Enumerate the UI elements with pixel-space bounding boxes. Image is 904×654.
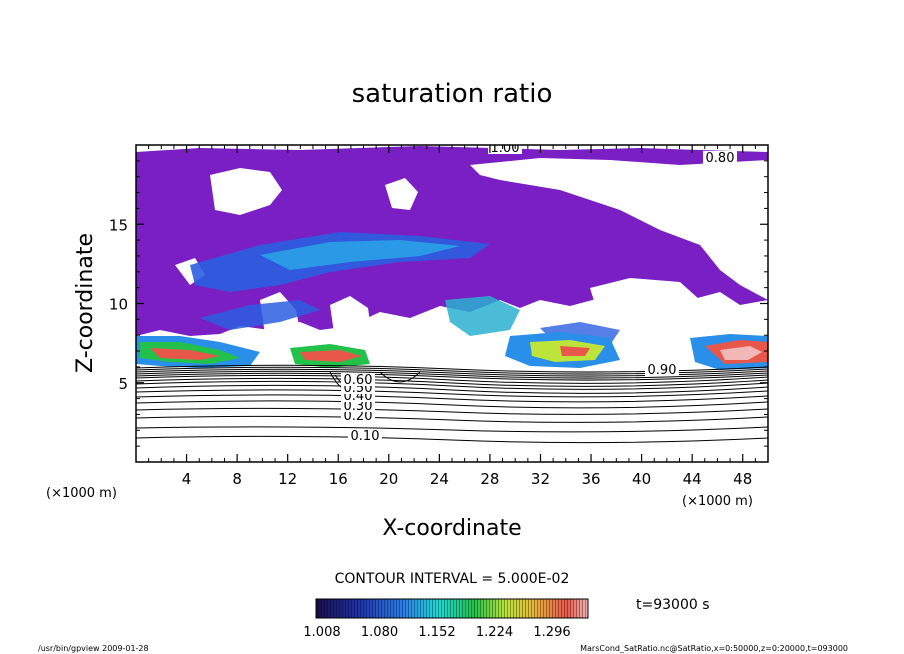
- contour-label-bg: [703, 151, 737, 164]
- x-tick-label: 48: [733, 470, 752, 488]
- colorbar-frame: [315, 598, 589, 619]
- band-right-mid-core: [560, 346, 590, 356]
- colorbar-stripes: [316, 599, 588, 618]
- contour-label-bg: [488, 145, 522, 154]
- x-tick-label: 32: [531, 470, 550, 488]
- x-tick-label: 28: [480, 470, 499, 488]
- x-tick-label: 4: [182, 470, 192, 488]
- contour-0.35: [136, 394, 768, 403]
- contour-label-bg: [341, 373, 375, 386]
- clear-region-7: [590, 278, 700, 340]
- y-tick-label: 15: [109, 216, 128, 234]
- high-sat-streak-4: [445, 296, 520, 336]
- colorbar-tick-label: 1.080: [361, 625, 398, 640]
- contour-0.10: [136, 435, 768, 444]
- colorbar-tick-label: 1.152: [418, 625, 455, 640]
- contour-label-bg: [348, 429, 382, 442]
- x-axis-label: X-coordinate: [382, 516, 521, 541]
- clear-region-1: [210, 168, 282, 215]
- colorbar-tick-label: 1.008: [303, 625, 340, 640]
- contour-0.25: [136, 407, 768, 415]
- band-mid-core: [300, 350, 362, 362]
- x-tick-label: 20: [379, 470, 398, 488]
- contour-label: 0.90: [648, 363, 677, 378]
- y-tick-label: 5: [118, 375, 128, 393]
- x-unit-right: (×1000 m): [682, 494, 753, 509]
- x-tick-label: 8: [232, 470, 242, 488]
- band-left-core: [150, 348, 220, 360]
- colorbar: 1.008 1.080 1.152 1.224 1.296: [303, 598, 589, 640]
- contour-0.15: [136, 426, 768, 433]
- x-tick-label: 44: [683, 470, 702, 488]
- time-label: t=93000 s: [636, 597, 710, 613]
- contour-label: 1.00: [491, 141, 520, 156]
- contour-dip-3: [379, 371, 421, 383]
- contour-lines: [136, 364, 768, 444]
- band-right-core: [720, 346, 762, 360]
- colorbar-tick-label: 1.296: [533, 625, 570, 640]
- x-tick-label: 12: [278, 470, 297, 488]
- colorbar-labels: 1.008 1.080 1.152 1.224 1.296: [303, 625, 570, 640]
- contour-0.70: [136, 370, 768, 379]
- contour-0.50: [136, 380, 768, 390]
- x-unit-left: (×1000 m): [46, 486, 117, 501]
- x-tick-label: 36: [581, 470, 600, 488]
- high-sat-streak-3: [200, 300, 320, 330]
- chart-title: saturation ratio: [352, 79, 553, 109]
- contour-label-bg: [341, 399, 375, 412]
- clear-region-6: [330, 296, 372, 350]
- high-sat-streak-2: [260, 240, 460, 270]
- contour-label: 0.60: [344, 373, 373, 388]
- clear-region-3: [470, 158, 768, 300]
- x-tick-label: 16: [329, 470, 348, 488]
- contour-0.55: [136, 377, 768, 387]
- contour-label: 0.30: [344, 399, 373, 414]
- contour-0.45: [136, 384, 768, 394]
- plot-area: 0.100.200.300.400.500.600.901.000.80: [136, 141, 768, 462]
- contour-label-bg: [341, 409, 375, 422]
- y-axis-label: Z-coordinate: [73, 233, 98, 373]
- contour-0.30: [136, 400, 768, 409]
- contour-0.40: [136, 389, 768, 398]
- contour-label: 0.20: [344, 409, 373, 424]
- contour-0.65: [136, 372, 768, 381]
- contour-0.60: [136, 374, 768, 384]
- x-tick-label: 24: [430, 470, 449, 488]
- contour-label: 0.10: [351, 429, 380, 444]
- colorbar-tick-label: 1.224: [476, 625, 513, 640]
- contour-label: 0.80: [706, 151, 735, 166]
- contour-0.20: [136, 415, 768, 423]
- footer-left: /usr/bin/gpview 2009-01-28: [38, 644, 149, 653]
- footer-right: MarsCond_SatRatio.nc@SatRatio,x=0:50000,…: [580, 644, 848, 653]
- y-tick-label: 10: [109, 296, 128, 314]
- x-tick-label: 40: [632, 470, 651, 488]
- clear-region-2: [385, 178, 418, 210]
- contour-interval: CONTOUR INTERVAL = 5.000E-02: [335, 571, 570, 587]
- contour-label-bg: [645, 363, 679, 376]
- contour-labels: 0.100.200.300.400.500.600.901.000.80: [341, 141, 737, 444]
